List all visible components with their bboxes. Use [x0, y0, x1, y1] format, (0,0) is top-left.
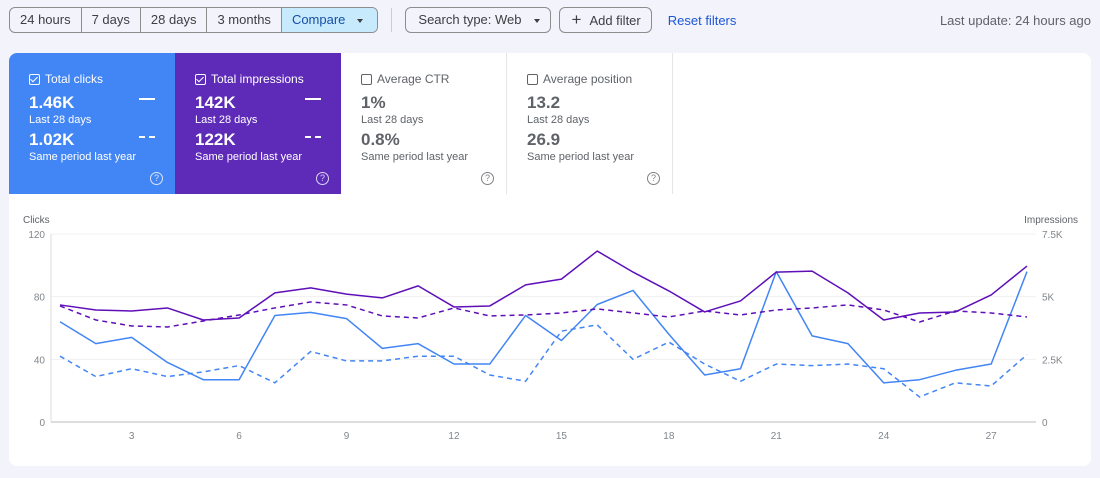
card-value-previous: 122K — [195, 130, 236, 149]
toolbar: 24 hours 7 days 28 days 3 months Compare… — [9, 7, 1091, 33]
x-tick-label: 9 — [344, 431, 350, 442]
compare-dropdown[interactable]: Compare — [281, 8, 378, 32]
card-title: Average position — [527, 72, 652, 86]
performance-panel: Total clicks 1.46K Last 28 days 1.02K Sa… — [9, 53, 1091, 466]
card-period: Last 28 days — [29, 114, 92, 126]
y2-tick-label: 7.5K — [1042, 230, 1063, 241]
dashed-line-legend-icon — [305, 136, 321, 138]
checkbox-icon[interactable] — [361, 73, 372, 85]
card-value: 1% — [361, 93, 386, 112]
x-tick-label: 6 — [236, 431, 242, 442]
y2-tick-label: 0 — [1042, 418, 1048, 429]
card-period: Last 28 days — [361, 114, 424, 126]
card-value: 13.2 — [527, 93, 561, 112]
checkbox-icon[interactable] — [195, 73, 206, 85]
x-tick-label: 12 — [448, 431, 460, 442]
card-title: Total impressions — [195, 72, 321, 86]
y2-axis-label: Impressions — [1024, 215, 1078, 226]
card-period-previous: Same period last year — [195, 151, 302, 163]
search-type-dropdown[interactable]: Search type: Web — [405, 7, 551, 33]
card-period-previous: Same period last year — [29, 151, 136, 163]
caret-down-icon — [357, 18, 364, 23]
caret-down-icon — [533, 18, 540, 23]
plus-icon: + — [571, 10, 582, 29]
x-tick-label: 18 — [663, 431, 675, 442]
last-update: Last update: 24 hours ago — [939, 12, 1091, 28]
series-line-1 — [59, 324, 1028, 398]
metric-card-average-ctr[interactable]: Average CTR 1% Last 28 days 0.8% Same pe… — [341, 53, 507, 194]
y-tick-label: 80 — [34, 293, 46, 304]
metric-card-total-clicks[interactable]: Total clicks 1.46K Last 28 days 1.02K Sa… — [9, 53, 175, 194]
card-title-text: Total clicks — [45, 72, 104, 86]
card-value: 142K — [195, 93, 236, 112]
card-title: Total clicks — [29, 72, 155, 86]
series-line-0 — [59, 270, 1028, 384]
help-icon[interactable]: ? — [481, 172, 494, 185]
card-title: Average CTR — [361, 72, 486, 86]
card-value-previous: 26.9 — [527, 130, 561, 149]
x-tick-label: 3 — [129, 431, 135, 442]
card-title-text: Average position — [543, 72, 633, 86]
y2-tick-label: 2.5K — [1042, 355, 1063, 366]
reset-filters-link[interactable]: Reset filters — [667, 12, 737, 28]
x-tick-label: 15 — [556, 431, 568, 442]
card-value: 1.46K — [29, 93, 75, 112]
card-period: Last 28 days — [527, 114, 590, 126]
divider — [391, 8, 393, 32]
performance-chart: Clicks Impressions 0 0 40 2.5K 80 5K 120 7.5K 3 6 9 1… — [23, 215, 1078, 442]
card-period-previous: Same period last year — [527, 151, 634, 163]
x-tick-label: 24 — [878, 431, 890, 442]
x-tick-label: 27 — [986, 431, 998, 442]
series-line-2 — [59, 250, 1028, 321]
card-period-previous: Same period last year — [361, 151, 468, 163]
range-7-days[interactable]: 7 days — [82, 8, 141, 32]
search-type-label: Search type: Web — [418, 12, 522, 27]
help-icon[interactable]: ? — [150, 172, 163, 185]
card-value-previous: 1.02K — [29, 130, 75, 149]
metric-card-total-impressions[interactable]: Total impressions 142K Last 28 days 122K… — [175, 53, 341, 194]
range-28-days[interactable]: 28 days — [141, 8, 208, 32]
add-filter-button[interactable]: + Add filter — [558, 7, 652, 33]
compare-label: Compare — [291, 12, 346, 27]
date-range-selector: 24 hours 7 days 28 days 3 months Compare — [9, 7, 379, 33]
x-tick-label: 21 — [771, 431, 783, 442]
add-filter-label: Add filter — [589, 13, 641, 28]
card-title-text: Total impressions — [211, 72, 304, 86]
y-axis-label: Clicks — [23, 215, 50, 226]
card-period: Last 28 days — [195, 114, 258, 126]
range-3-months[interactable]: 3 months — [207, 8, 282, 32]
y-tick-label: 40 — [34, 355, 46, 366]
series-line-3 — [59, 301, 1028, 328]
solid-line-legend-icon — [305, 98, 321, 100]
y-tick-label: 0 — [39, 418, 45, 429]
help-icon[interactable]: ? — [316, 172, 329, 185]
y2-tick-label: 5K — [1042, 293, 1055, 304]
y-tick-label: 120 — [28, 230, 45, 241]
card-title-text: Average CTR — [377, 72, 450, 86]
checkbox-icon[interactable] — [29, 73, 40, 85]
dashed-line-legend-icon — [139, 136, 155, 138]
solid-line-legend-icon — [139, 98, 155, 100]
metric-cards: Total clicks 1.46K Last 28 days 1.02K Sa… — [9, 53, 1091, 194]
checkbox-icon[interactable] — [527, 73, 538, 85]
help-icon[interactable]: ? — [647, 172, 660, 185]
metric-card-average-position[interactable]: Average position 13.2 Last 28 days 26.9 … — [507, 53, 673, 194]
range-24-hours[interactable]: 24 hours — [10, 8, 82, 32]
card-value-previous: 0.8% — [361, 130, 400, 149]
